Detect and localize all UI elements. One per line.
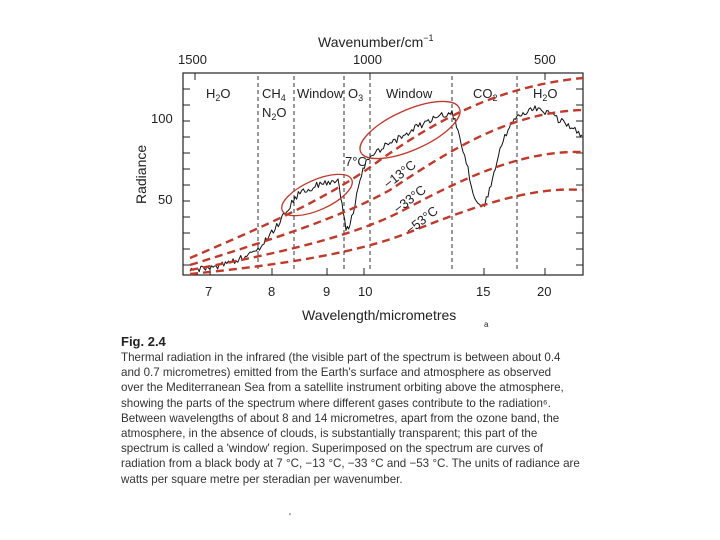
blackbody-curves (189, 76, 584, 276)
plot-frame (182, 72, 584, 276)
band-label-window-1: Window (297, 86, 344, 101)
caption-line: over the Mediterranean Sea from a satell… (121, 381, 564, 395)
top-tick-500: 500 (534, 52, 556, 67)
window-circle-left (281, 173, 353, 217)
x-tick-10: 10 (358, 284, 372, 299)
caption-line: radiation from a black body at 7 °C, −13… (121, 457, 580, 471)
caption-line: showing the parts of the spectrum where … (121, 396, 551, 410)
bottom-mark: ' (289, 512, 291, 523)
axis-ticks (183, 73, 583, 275)
y-axis-title: Radiance (133, 145, 149, 204)
window-circle-right (359, 100, 461, 160)
caption-line: Thermal radiation in the infrared (the v… (121, 351, 561, 364)
caption-title: Fig. 2.4 (121, 334, 166, 349)
window-highlight-circles (281, 100, 461, 217)
band-label-co2: CO2 (473, 86, 498, 103)
band-label-o3: O3 (348, 86, 363, 103)
top-tick-1500: 1500 (178, 52, 207, 67)
measured-spectrum-line (189, 105, 583, 273)
blackbody-curve-minus33c (189, 150, 584, 272)
band-label-n2o: N2O (262, 105, 287, 122)
caption-line: watts per square metre per steradian per… (121, 472, 403, 486)
caption-text: Thermal radiation in the infrared (the v… (121, 350, 631, 487)
caption-line: Between wavelengths of about 8 and 14 mi… (121, 411, 560, 425)
y-tick-50: 50 (158, 192, 172, 207)
x-tick-9: 9 (323, 284, 330, 299)
top-axis-title: Wavenumber/cm−1 (318, 33, 434, 50)
band-label-h2o-left: H2O (206, 86, 231, 103)
x-axis-title: Wavelength/micrometres (302, 307, 456, 323)
blackbody-curve-7c (189, 76, 584, 260)
curve-label-7c: 7°C (345, 154, 367, 169)
blackbody-curve-minus53c (189, 188, 584, 276)
band-labels: H2O CH4 N2O Window O3 Window CO2 H2O (206, 86, 558, 122)
x-tick-8: 8 (268, 284, 275, 299)
blackbody-curve-minus13c (189, 108, 584, 267)
y-tick-100: 100 (151, 111, 173, 126)
x-tick-20: 20 (537, 284, 551, 299)
x-tick-7: 7 (205, 284, 212, 299)
band-label-window-2: Window (386, 86, 433, 101)
band-label-ch4: CH4 (262, 86, 286, 103)
band-dividers (257, 76, 518, 272)
stray-mark: a (484, 320, 489, 329)
caption-line: and 0.7 micrometres) emitted from the Ea… (121, 366, 552, 380)
top-tick-1000: 1000 (353, 52, 382, 67)
curve-temperature-labels: 7°C −13°C −33°C −53°C (345, 154, 441, 237)
caption-line: spectrum is called a 'window' region. Su… (121, 442, 544, 456)
x-tick-15: 15 (476, 284, 490, 299)
caption-line: atmosphere, in the absence of clouds, is… (121, 427, 538, 441)
band-label-h2o-right: H2O (533, 86, 558, 103)
